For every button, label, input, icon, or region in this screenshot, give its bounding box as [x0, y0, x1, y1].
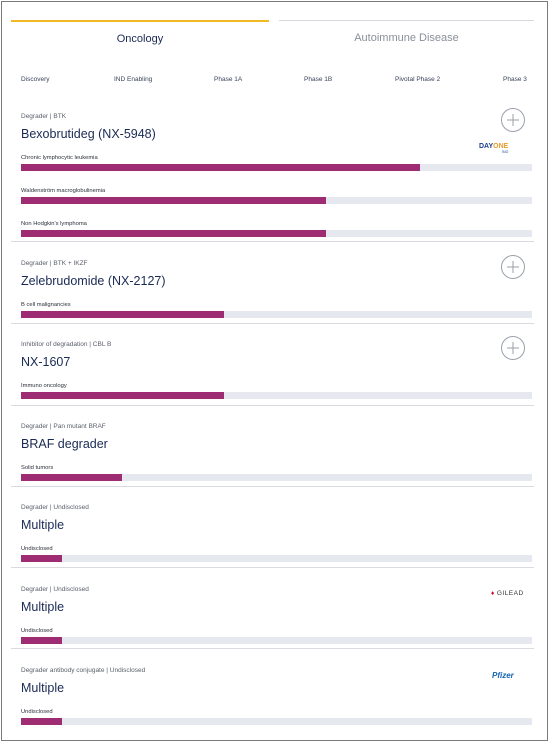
- indication-label: Chronic lymphocytic leukemia: [21, 155, 98, 161]
- program-name: Multiple: [21, 681, 65, 695]
- indication-label: Waldenström macroglobulinemia: [21, 188, 106, 194]
- expand-program-plus-icon[interactable]: [501, 336, 525, 360]
- indication-label: B cell malignancies: [21, 302, 71, 308]
- partner-logo-text: DAY: [479, 143, 494, 150]
- phase-label-pivotal-phase-2: Pivotal Phase 2: [395, 76, 441, 83]
- phase-label-phase-3: Phase 3: [503, 76, 527, 83]
- indication-label: Non Hodgkin's lymphoma: [21, 221, 87, 227]
- partner-logo-subtext: BIO: [502, 150, 509, 154]
- row-divider: [11, 241, 534, 242]
- tab-autoimmune-disease[interactable]: Autoimmune Disease: [279, 20, 534, 49]
- progress-track: [21, 230, 532, 237]
- progress-track: [21, 197, 532, 204]
- progress-track: [21, 164, 532, 171]
- partner-logo-text: Pfizer: [492, 671, 514, 680]
- progress-track: [21, 718, 532, 725]
- program-modality: Degrader | Undisclosed: [21, 504, 89, 511]
- progress-track: [21, 474, 532, 481]
- program-modality: Degrader | BTK + IKZF: [21, 260, 88, 267]
- indication-label: Undisclosed: [21, 709, 53, 715]
- partner-logo-day-one: DAYONE BIO: [479, 143, 508, 154]
- program-modality: Inhibitor of degradation | CBL B: [21, 341, 112, 348]
- program-name: Zelebrudomide (NX-2127): [21, 274, 166, 288]
- program-name: Bexobrutideg (NX-5948): [21, 127, 156, 141]
- row-divider: [11, 567, 534, 568]
- partner-logo-pfizer: Pfizer: [492, 671, 514, 680]
- progress-bar-fill: [21, 718, 62, 725]
- program-name: Multiple: [21, 600, 65, 614]
- phase-header: Discovery IND Enabling Phase 1A Phase 1B…: [21, 76, 527, 88]
- program-name: NX-1607: [21, 355, 71, 369]
- indication-label: Immuno oncology: [21, 383, 67, 389]
- program-modality: Degrader | Undisclosed: [21, 586, 89, 593]
- expand-program-plus-icon[interactable]: [501, 108, 525, 132]
- phase-label-discovery: Discovery: [21, 76, 50, 83]
- progress-bar-fill: [21, 392, 224, 399]
- program-modality: Degrader | Pan mutant BRAF: [21, 423, 106, 430]
- phase-label-ind-enabling: IND Enabling: [114, 76, 153, 83]
- progress-track: [21, 311, 532, 318]
- program-modality: Degrader | BTK: [21, 113, 67, 120]
- indication-label: Solid tumors: [21, 465, 54, 471]
- program-name: Multiple: [21, 518, 65, 532]
- progress-bar-fill: [21, 637, 62, 644]
- progress-bar-fill: [21, 164, 420, 171]
- row-divider: [11, 648, 534, 649]
- partner-logo-text: GILEAD: [496, 590, 524, 597]
- progress-bar-fill: [21, 555, 62, 562]
- therapy-tabs: Oncology Autoimmune Disease: [11, 20, 534, 48]
- progress-track: [21, 392, 532, 399]
- partner-logo-text: ONE: [493, 143, 509, 150]
- indication-label: Undisclosed: [21, 628, 53, 634]
- indication-label: Undisclosed: [21, 546, 53, 552]
- program-name: BRAF degrader: [21, 437, 108, 451]
- tab-oncology[interactable]: Oncology: [11, 20, 269, 50]
- progress-track: [21, 637, 532, 644]
- program-modality: Degrader antibody conjugate | Undisclose…: [21, 667, 146, 674]
- expand-program-plus-icon[interactable]: [501, 255, 525, 279]
- progress-bar-fill: [21, 230, 326, 237]
- partner-logo-gilead: ♦ GILEAD: [491, 590, 524, 597]
- phase-label-phase-1b: Phase 1B: [304, 76, 333, 83]
- progress-track: [21, 555, 532, 562]
- progress-bar-fill: [21, 197, 326, 204]
- progress-bar-fill: [21, 311, 224, 318]
- row-divider: [11, 486, 534, 487]
- row-divider: [11, 405, 534, 406]
- phase-label-phase-1a: Phase 1A: [214, 76, 243, 83]
- gilead-mark-icon: ♦: [491, 590, 495, 597]
- progress-bar-fill: [21, 474, 122, 481]
- row-divider: [11, 323, 534, 324]
